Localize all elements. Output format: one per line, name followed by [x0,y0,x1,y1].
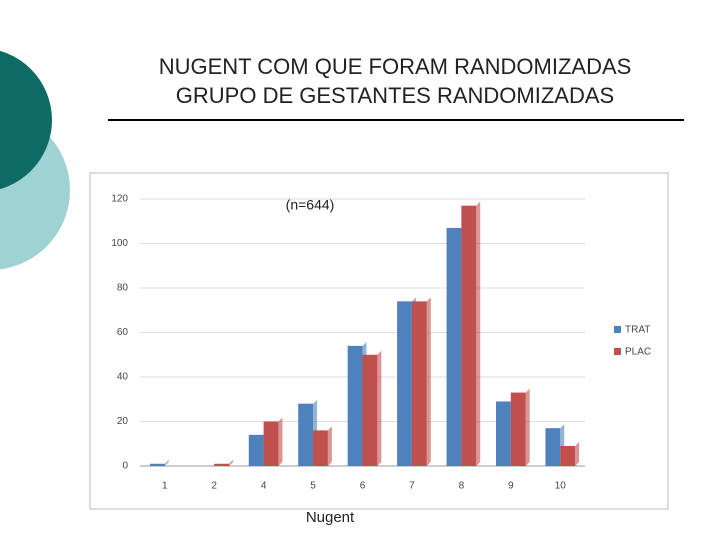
bar [461,205,477,467]
x-tick-label: 1 [162,481,168,492]
y-tick-label: 80 [117,283,129,294]
annotation: (n=644) [286,197,335,213]
bar [149,463,165,466]
x-axis-label: Nugent [306,509,355,526]
bar [313,430,328,466]
y-tick-label: 0 [122,461,128,472]
y-tick-label: 60 [117,327,129,338]
title-line: GRUPO DE GESTANTES RANDOMIZADAS [176,83,614,108]
x-tick-label: 4 [261,481,267,492]
x-tick-label: 6 [360,481,366,492]
legend-swatch [614,326,621,333]
x-tick-label: 10 [555,481,567,492]
bar-side [229,459,233,466]
x-tick-label: 5 [310,481,316,492]
bar [214,463,229,466]
bar [248,434,264,466]
bar-side [377,350,382,466]
bar [411,301,427,466]
title-line: NUGENT COM QUE FORAM RANDOMIZADAS [159,54,632,79]
x-tick-label: 2 [211,481,217,492]
y-tick-label: 100 [111,238,128,249]
bar [397,301,412,466]
bar [263,421,279,466]
x-tick-label: 7 [409,481,415,492]
x-tick-label: 8 [459,481,465,492]
bar-side [164,459,169,466]
decor-circle [0,50,52,190]
bar-side [525,388,530,466]
legend-label: TRAT [625,325,650,336]
bar [362,354,378,466]
bar-side [327,426,332,466]
x-tick-label: 9 [508,481,514,492]
y-tick-label: 20 [117,416,129,427]
legend-swatch [614,348,621,355]
bar [347,345,363,466]
bar-side [476,201,481,467]
bar [496,401,511,466]
bar-side [575,441,580,466]
y-tick-label: 120 [111,194,128,205]
y-tick-label: 40 [117,372,129,383]
bar [510,392,526,466]
legend-label: PLAC [625,347,651,358]
bar [560,445,576,466]
bar [446,227,462,466]
bar [298,403,314,466]
bar-side [426,297,431,466]
bar-side [278,417,283,466]
bar [545,428,561,466]
